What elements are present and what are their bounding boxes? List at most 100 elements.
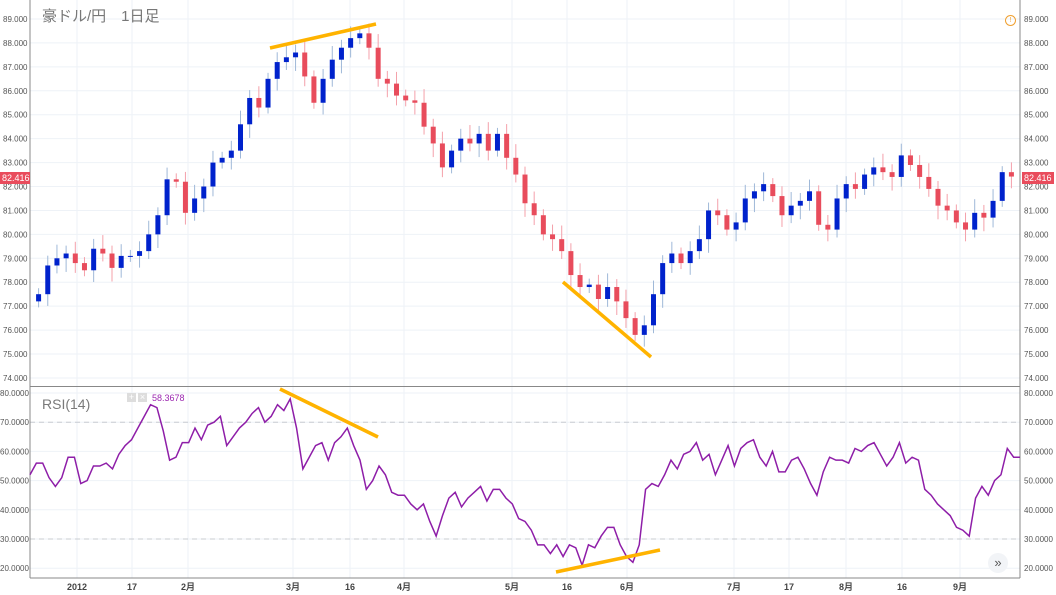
scroll-to-latest-button[interactable]: » [988,553,1008,573]
candle-down [944,205,950,211]
candle-up [650,294,656,326]
candle-down [623,301,629,319]
candle-down [375,47,381,79]
candle-up [458,138,464,151]
candle-up [797,200,803,206]
candle-up [54,258,60,266]
candle-down [540,215,546,235]
candle-up [247,97,253,125]
candle-down [678,253,684,264]
price-axis-label-left: 81.000 [3,206,28,215]
candle-up [265,78,271,108]
candle-up [164,179,170,216]
candle-down [72,253,78,264]
price-axis-label-right: 88.000 [1024,39,1049,48]
time-axis-label: 16 [562,582,572,592]
trendline-annotation [269,22,377,50]
price-axis-label-left: 80.000 [3,230,28,239]
time-axis-label: 8月 [839,582,853,592]
price-axis-label-right: 78.000 [1024,278,1049,287]
candle-down [550,234,556,240]
price-axis-label-left: 76.000 [3,326,28,335]
chart-title: 豪ドル/円 1日足 [42,8,160,25]
candle-down [504,133,510,158]
candle-up [146,234,152,252]
candle-down [614,287,620,302]
time-axis-label: 5月 [505,582,519,592]
candle-up [494,133,500,151]
candle-down [935,188,941,206]
candle-up [871,167,877,175]
candle-down [513,157,519,175]
price-axis-label-right: 83.000 [1024,159,1049,168]
candle-up [449,150,455,168]
close-icon[interactable]: × [138,392,147,402]
rsi-axis-label-right: 50.0000 [1024,477,1053,486]
candle-down [485,133,491,151]
candle-up [219,157,225,163]
candle-up [329,59,335,79]
rsi-axis-label-left: 50.0000 [0,477,29,486]
candle-down [302,52,308,77]
candle-down [522,174,528,204]
plus-icon[interactable]: + [127,392,136,402]
candle-up [210,162,216,187]
time-axis-label: 17 [784,582,794,592]
candle-down [926,176,932,189]
price-axis-label-left: 86.000 [3,87,28,96]
rsi-axis-label-right: 60.0000 [1024,447,1053,456]
candle-down [421,102,427,127]
price-axis-label-left: 75.000 [3,350,28,359]
candle-down [880,167,886,173]
price-axis-label-right: 77.000 [1024,302,1049,311]
candle-up [687,251,693,264]
candle-down [1008,172,1014,177]
price-axis-label-left: 77.000 [3,302,28,311]
price-axis-label-right: 86.000 [1024,87,1049,96]
price-axis-label-right: 82.000 [1024,183,1049,192]
candle-down [724,215,730,230]
candle-up [843,184,849,199]
candle-down [412,100,418,103]
price-axis-label-right: 84.000 [1024,135,1049,144]
rsi-axis-label-left: 80.0000 [0,389,29,398]
trendline-annotation [279,387,379,439]
candle-up [742,198,748,223]
candle-down [917,164,923,177]
candle-down [770,184,776,197]
candle-down [981,212,987,218]
candle-down [632,318,638,335]
candle-down [467,138,473,144]
candle-up [660,263,666,295]
candle-down [366,33,372,48]
candle-down [559,239,565,252]
rsi-axis-label-right: 40.0000 [1024,506,1053,515]
candle-down [109,253,115,268]
alert-icon[interactable]: ! [1005,15,1016,26]
candle-down [531,203,537,216]
candle-down [963,222,969,230]
candle-up [972,212,978,230]
candle-up [63,253,69,259]
candle-down [715,210,721,216]
candle-up [192,198,198,213]
price-axis-label-left: 74.000 [3,374,28,383]
price-axis-label-left: 88.000 [3,39,28,48]
candle-up [898,155,904,177]
time-axis-label: 16 [897,582,907,592]
last-price-tag-right: 82.416 [1022,172,1054,184]
candle-down [173,179,179,182]
candle-down [100,248,106,254]
candle-up [155,215,161,235]
candle-down [595,284,601,299]
candle-up [357,33,363,39]
candle-up [201,186,207,199]
price-axis-label-left: 83.000 [3,159,28,168]
candle-up [118,255,124,268]
candle-up [586,284,592,288]
candle-up [476,133,482,144]
price-axis-label-left: 87.000 [3,63,28,72]
time-axis-label: 3月 [286,582,300,592]
candle-up [751,191,757,199]
